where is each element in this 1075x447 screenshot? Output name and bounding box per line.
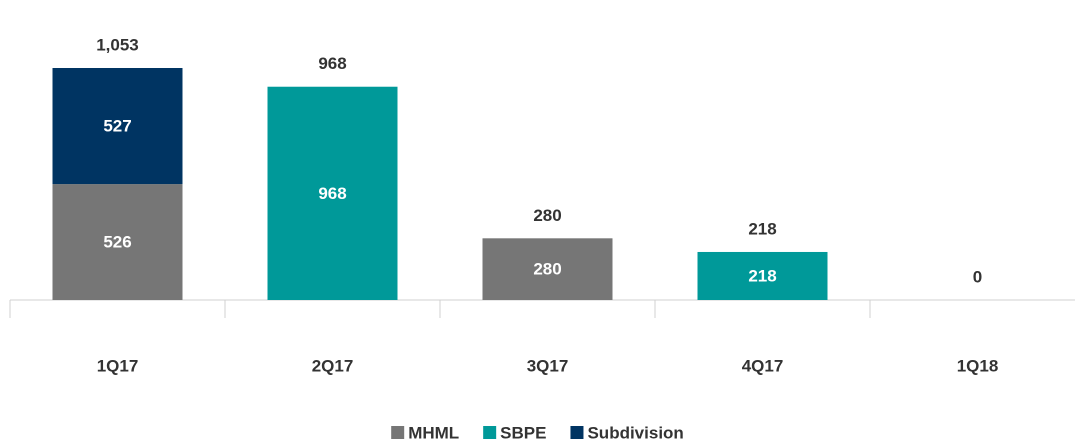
legend-label: SBPE (500, 423, 546, 442)
total-label: 280 (533, 206, 561, 225)
segment-label: 526 (103, 233, 131, 252)
segment-label: 968 (318, 184, 346, 203)
x-tick-label: 4Q17 (742, 356, 784, 375)
bar-segment (482, 238, 613, 300)
x-tick-label: 3Q17 (527, 356, 569, 375)
bar-segment (267, 86, 398, 300)
legend-label: Subdivision (587, 423, 683, 442)
total-label: 0 (973, 267, 982, 286)
segment-label: 280 (533, 260, 561, 279)
legend-label: MHML (408, 423, 459, 442)
x-tick-label: 1Q17 (97, 356, 139, 375)
bar-segment (52, 184, 183, 300)
total-label: 968 (318, 54, 346, 73)
x-tick-label: 2Q17 (312, 356, 354, 375)
legend-swatch (570, 426, 584, 439)
segment-label: 527 (103, 117, 131, 136)
bar-segment (697, 251, 828, 300)
legend-swatch (483, 426, 497, 439)
x-tick-label: 1Q18 (957, 356, 999, 375)
segment-label: 218 (748, 266, 776, 285)
bar-segment (52, 68, 183, 185)
total-label: 218 (748, 219, 776, 238)
total-label: 1,053 (96, 35, 139, 54)
legend-swatch (391, 426, 405, 439)
